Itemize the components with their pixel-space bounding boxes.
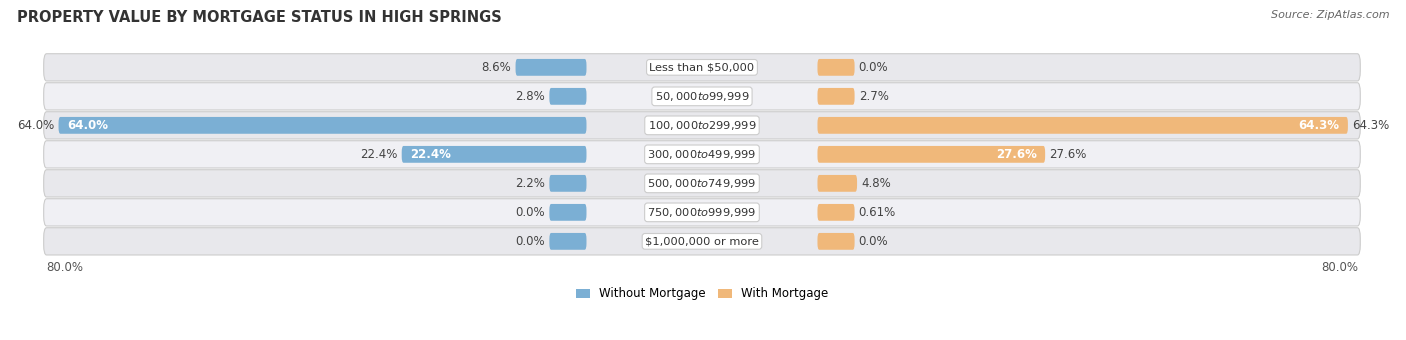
Text: 64.0%: 64.0% bbox=[17, 119, 55, 132]
FancyBboxPatch shape bbox=[44, 199, 1360, 226]
Text: 0.0%: 0.0% bbox=[859, 61, 889, 74]
Text: $300,000 to $499,999: $300,000 to $499,999 bbox=[648, 148, 756, 161]
FancyBboxPatch shape bbox=[59, 117, 586, 134]
FancyBboxPatch shape bbox=[817, 88, 855, 105]
Text: Source: ZipAtlas.com: Source: ZipAtlas.com bbox=[1271, 10, 1389, 20]
FancyBboxPatch shape bbox=[44, 54, 1360, 81]
Text: $750,000 to $999,999: $750,000 to $999,999 bbox=[648, 206, 756, 219]
Text: 80.0%: 80.0% bbox=[46, 261, 83, 274]
Text: 64.0%: 64.0% bbox=[66, 119, 108, 132]
FancyBboxPatch shape bbox=[817, 204, 855, 221]
FancyBboxPatch shape bbox=[44, 228, 1360, 255]
Text: 27.6%: 27.6% bbox=[995, 148, 1036, 161]
Text: 80.0%: 80.0% bbox=[1320, 261, 1358, 274]
FancyBboxPatch shape bbox=[44, 141, 1360, 168]
FancyBboxPatch shape bbox=[516, 59, 586, 76]
Legend: Without Mortgage, With Mortgage: Without Mortgage, With Mortgage bbox=[571, 283, 834, 305]
Text: 27.6%: 27.6% bbox=[1049, 148, 1087, 161]
Text: 8.6%: 8.6% bbox=[482, 61, 512, 74]
Text: 0.0%: 0.0% bbox=[516, 235, 546, 248]
FancyBboxPatch shape bbox=[550, 233, 586, 250]
Text: 0.61%: 0.61% bbox=[859, 206, 896, 219]
Text: 4.8%: 4.8% bbox=[862, 177, 891, 190]
FancyBboxPatch shape bbox=[44, 112, 1360, 139]
FancyBboxPatch shape bbox=[817, 175, 858, 192]
Text: 0.0%: 0.0% bbox=[859, 235, 889, 248]
FancyBboxPatch shape bbox=[817, 59, 855, 76]
Text: Less than $50,000: Less than $50,000 bbox=[650, 62, 755, 72]
FancyBboxPatch shape bbox=[817, 117, 1348, 134]
Text: $100,000 to $299,999: $100,000 to $299,999 bbox=[648, 119, 756, 132]
Text: PROPERTY VALUE BY MORTGAGE STATUS IN HIGH SPRINGS: PROPERTY VALUE BY MORTGAGE STATUS IN HIG… bbox=[17, 10, 502, 25]
Text: $50,000 to $99,999: $50,000 to $99,999 bbox=[655, 90, 749, 103]
Text: 0.0%: 0.0% bbox=[516, 206, 546, 219]
Text: 22.4%: 22.4% bbox=[360, 148, 398, 161]
FancyBboxPatch shape bbox=[44, 83, 1360, 110]
Text: 2.7%: 2.7% bbox=[859, 90, 889, 103]
FancyBboxPatch shape bbox=[550, 88, 586, 105]
FancyBboxPatch shape bbox=[817, 233, 855, 250]
Text: 64.3%: 64.3% bbox=[1299, 119, 1340, 132]
Text: 22.4%: 22.4% bbox=[411, 148, 451, 161]
FancyBboxPatch shape bbox=[550, 204, 586, 221]
Text: 2.8%: 2.8% bbox=[516, 90, 546, 103]
FancyBboxPatch shape bbox=[817, 146, 1045, 163]
Text: 2.2%: 2.2% bbox=[516, 177, 546, 190]
Text: $500,000 to $749,999: $500,000 to $749,999 bbox=[648, 177, 756, 190]
FancyBboxPatch shape bbox=[402, 146, 586, 163]
FancyBboxPatch shape bbox=[44, 170, 1360, 197]
Text: 64.3%: 64.3% bbox=[1353, 119, 1389, 132]
FancyBboxPatch shape bbox=[550, 175, 586, 192]
Text: $1,000,000 or more: $1,000,000 or more bbox=[645, 236, 759, 246]
